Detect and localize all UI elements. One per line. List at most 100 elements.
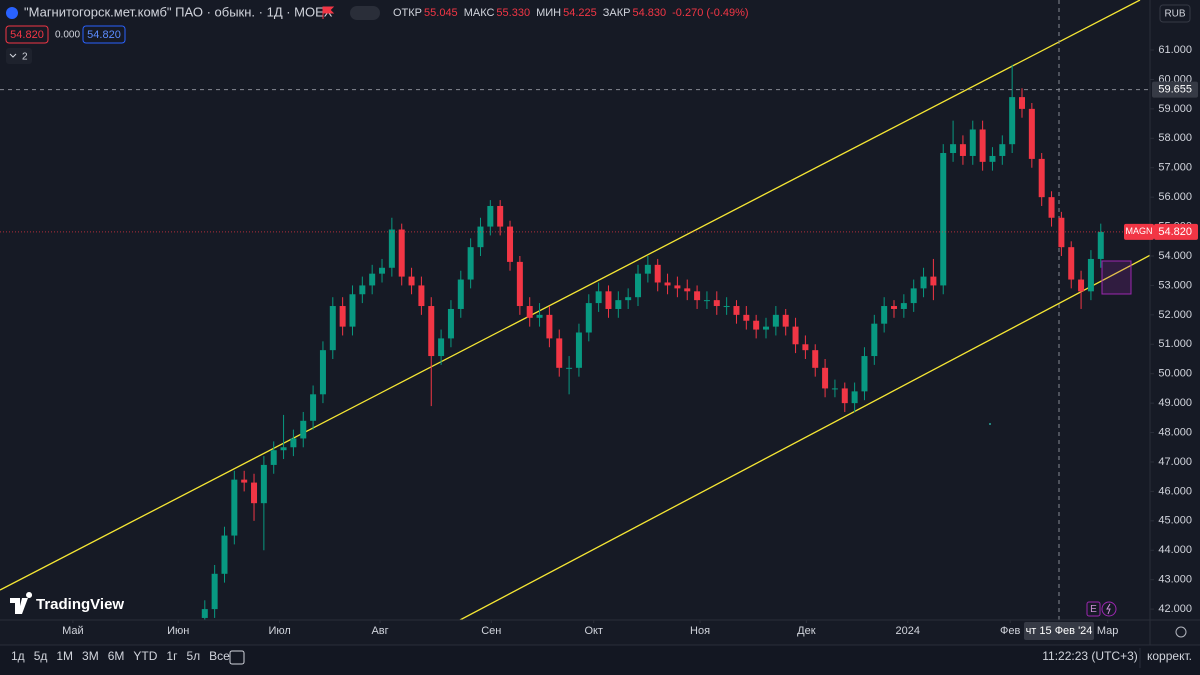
bottom-toolbar bbox=[0, 645, 1200, 675]
candle-body bbox=[999, 144, 1006, 156]
candle-body bbox=[1038, 158, 1045, 198]
y-tick-label: 59.000 bbox=[1158, 103, 1192, 115]
candle-body bbox=[201, 609, 208, 618]
candle-body bbox=[349, 294, 356, 327]
candle-body bbox=[575, 332, 582, 368]
candle-body bbox=[290, 438, 297, 448]
candle-body bbox=[1009, 97, 1016, 145]
candle-body bbox=[398, 229, 405, 277]
candle-body bbox=[477, 226, 484, 248]
candle-body bbox=[743, 314, 750, 321]
candle-body bbox=[802, 344, 809, 351]
badge-value: 54.820 bbox=[87, 29, 121, 41]
candle-body bbox=[1019, 97, 1026, 109]
settings-icon[interactable] bbox=[1175, 626, 1187, 638]
badge[interactable] bbox=[82, 25, 126, 44]
currency: RUB bbox=[1164, 9, 1185, 20]
candle-body bbox=[1028, 108, 1035, 159]
toggle[interactable] bbox=[350, 6, 380, 20]
calendar-icon[interactable] bbox=[229, 650, 245, 665]
candle-body bbox=[930, 276, 937, 286]
candle-body bbox=[231, 479, 238, 536]
logo-mark bbox=[10, 592, 33, 614]
currency-box[interactable] bbox=[1159, 4, 1191, 23]
candle-body bbox=[891, 306, 898, 309]
candle-body bbox=[684, 288, 691, 292]
event-badge[interactable] bbox=[1086, 601, 1101, 617]
candle-body bbox=[644, 264, 651, 274]
candle-body bbox=[310, 394, 317, 421]
candle-body bbox=[526, 306, 533, 318]
adjust-toggle[interactable]: коррект. bbox=[1147, 649, 1192, 663]
symbol-logo bbox=[6, 7, 18, 19]
x-tick-label: Авг bbox=[371, 625, 388, 637]
candle-body bbox=[369, 273, 376, 286]
candle-body bbox=[979, 129, 986, 162]
candle-body bbox=[831, 388, 838, 390]
y-tick-label: 61.000 bbox=[1158, 44, 1192, 56]
candle-body bbox=[625, 297, 632, 301]
candle-body bbox=[989, 155, 996, 162]
candle-body bbox=[566, 367, 573, 369]
x-tick-label: Май bbox=[62, 625, 84, 637]
range-button[interactable]: 1д bbox=[11, 649, 25, 663]
crosshair-price-tag bbox=[1152, 81, 1198, 98]
candle-body bbox=[1078, 279, 1085, 292]
candle-body bbox=[1097, 231, 1104, 259]
candle-body bbox=[969, 129, 976, 156]
candle-body bbox=[379, 267, 386, 274]
x-tick-label: Сен bbox=[481, 625, 501, 637]
range-button[interactable]: 5л bbox=[186, 649, 200, 663]
candle-body bbox=[585, 303, 592, 333]
candle-body bbox=[211, 573, 218, 610]
y-tick-label: 53.000 bbox=[1158, 279, 1192, 291]
range-button[interactable]: YTD bbox=[133, 649, 157, 663]
candle-body bbox=[664, 282, 671, 286]
trend-line bbox=[0, 0, 1141, 591]
indicators-toggle[interactable] bbox=[6, 48, 32, 64]
candle-body bbox=[319, 350, 326, 395]
candle-body bbox=[388, 229, 395, 268]
event-label: E bbox=[1090, 604, 1097, 615]
trend-line bbox=[459, 254, 1150, 620]
y-tick-label: 44.000 bbox=[1158, 544, 1192, 556]
range-button[interactable]: 1М bbox=[56, 649, 73, 663]
dot bbox=[989, 423, 991, 425]
plot-area bbox=[0, 0, 1150, 620]
candle-body bbox=[280, 447, 287, 451]
range-button[interactable]: 3М bbox=[82, 649, 99, 663]
candle-body bbox=[900, 303, 907, 309]
badge[interactable] bbox=[5, 25, 49, 44]
candle-body bbox=[605, 291, 612, 309]
ohlc-value: 54.225 bbox=[563, 7, 597, 19]
candle-body bbox=[516, 261, 523, 307]
candle-body bbox=[654, 264, 661, 283]
x-tick-label: Окт bbox=[584, 625, 603, 637]
candle-body bbox=[851, 391, 858, 404]
y-tick-label: 47.000 bbox=[1158, 456, 1192, 468]
symbol-title[interactable]: "Магнитогорск.мет.комб" ПАО · обыкн. · 1… bbox=[24, 4, 333, 19]
candle-body bbox=[703, 300, 710, 302]
candle-body bbox=[959, 144, 966, 156]
candle-body bbox=[940, 153, 947, 286]
candle-body bbox=[763, 326, 770, 330]
range-button[interactable]: Все bbox=[209, 649, 230, 663]
candle-body bbox=[615, 300, 622, 309]
range-button[interactable]: 5д bbox=[34, 649, 48, 663]
candle-body bbox=[782, 314, 789, 327]
candle-body bbox=[733, 306, 740, 315]
symbol-label: MAGN bbox=[1126, 226, 1153, 236]
y-tick-label: 51.000 bbox=[1158, 338, 1192, 350]
badge-value: 54.820 bbox=[10, 29, 44, 41]
range-button[interactable]: 6М bbox=[108, 649, 125, 663]
range-button[interactable]: 1г bbox=[166, 649, 178, 663]
dividend-badge[interactable] bbox=[1101, 601, 1117, 617]
candle-body bbox=[241, 479, 248, 483]
flag-icon[interactable] bbox=[322, 6, 335, 19]
candle-body bbox=[556, 338, 563, 368]
candle-body bbox=[910, 288, 917, 304]
x-tick-label: Июн bbox=[167, 625, 189, 637]
x-tick-label: Июл bbox=[268, 625, 290, 637]
